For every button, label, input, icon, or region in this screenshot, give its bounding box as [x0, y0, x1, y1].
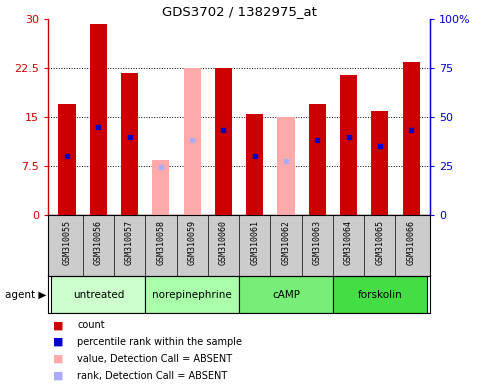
Title: GDS3702 / 1382975_at: GDS3702 / 1382975_at: [162, 5, 316, 18]
Bar: [371, 111, 388, 215]
Bar: [51, 276, 145, 313]
Text: ■: ■: [53, 337, 64, 347]
Text: GSM310062: GSM310062: [282, 220, 290, 265]
Text: GSM310063: GSM310063: [313, 220, 322, 265]
Text: count: count: [77, 320, 105, 330]
Text: rank, Detection Call = ABSENT: rank, Detection Call = ABSENT: [77, 371, 227, 381]
Bar: [277, 117, 295, 215]
Text: GSM310060: GSM310060: [219, 220, 228, 265]
Text: GSM310066: GSM310066: [407, 220, 415, 265]
Bar: [246, 114, 263, 215]
Text: untreated: untreated: [72, 290, 124, 300]
Bar: [402, 62, 420, 215]
Bar: [333, 276, 427, 313]
Bar: [145, 276, 239, 313]
Text: agent ▶: agent ▶: [5, 290, 46, 300]
Text: percentile rank within the sample: percentile rank within the sample: [77, 337, 242, 347]
Text: forskolin: forskolin: [357, 290, 402, 300]
Text: GSM310058: GSM310058: [156, 220, 165, 265]
Text: GSM310057: GSM310057: [125, 220, 134, 265]
Bar: [309, 104, 326, 215]
Text: norepinephrine: norepinephrine: [152, 290, 232, 300]
Bar: [121, 73, 138, 215]
Text: GSM310061: GSM310061: [250, 220, 259, 265]
Text: value, Detection Call = ABSENT: value, Detection Call = ABSENT: [77, 354, 232, 364]
Bar: [152, 160, 170, 215]
Text: ■: ■: [53, 354, 64, 364]
Bar: [215, 68, 232, 215]
Text: GSM310055: GSM310055: [63, 220, 71, 265]
Text: GSM310065: GSM310065: [375, 220, 384, 265]
Text: GSM310059: GSM310059: [188, 220, 197, 265]
Text: ■: ■: [53, 320, 64, 330]
Text: cAMP: cAMP: [272, 290, 300, 300]
Text: GSM310056: GSM310056: [94, 220, 103, 265]
Bar: [58, 104, 76, 215]
Bar: [239, 276, 333, 313]
Text: GSM310064: GSM310064: [344, 220, 353, 265]
Text: ■: ■: [53, 371, 64, 381]
Bar: [340, 75, 357, 215]
Bar: [90, 24, 107, 215]
Bar: [184, 68, 201, 215]
